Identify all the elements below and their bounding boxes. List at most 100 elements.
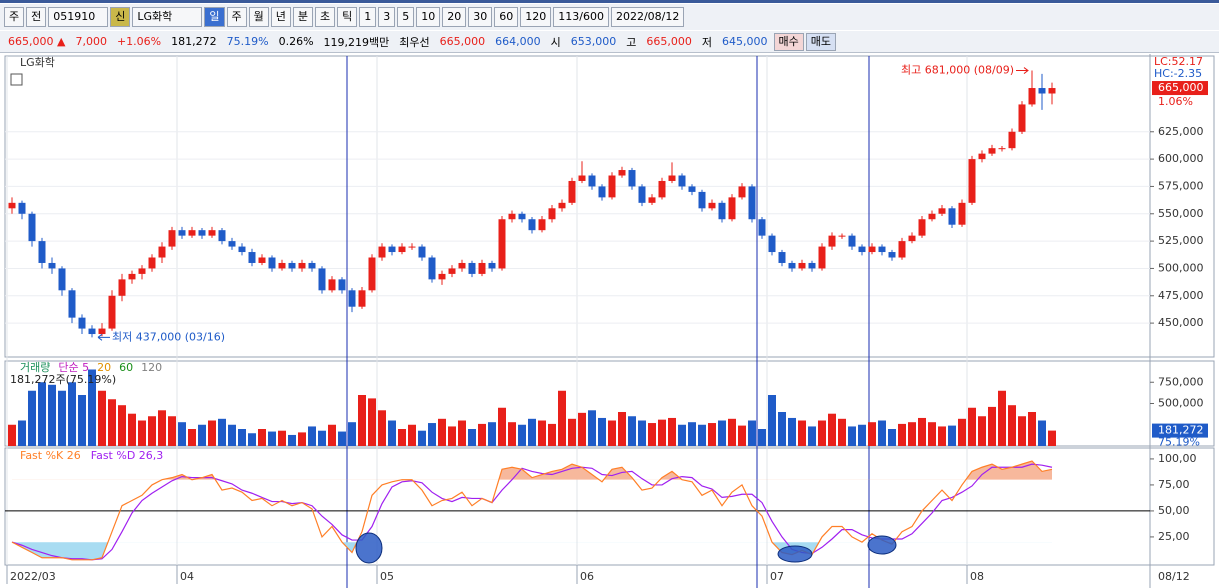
volume-bar [988, 406, 996, 446]
toolbar-button[interactable]: 2022/08/12 [610, 7, 685, 27]
low-annotation: 최저 437,000 (03/16) [112, 330, 225, 343]
toolbar-button[interactable]: 주 [226, 7, 247, 27]
volume-bar [838, 418, 846, 446]
toolbar-button[interactable]: 30 [468, 7, 493, 27]
candle-body [348, 290, 356, 307]
candle-body [1038, 88, 1046, 94]
volume-bar [228, 424, 236, 446]
toolbar-button[interactable]: LG화학 [132, 7, 203, 27]
volume-bar [468, 429, 476, 446]
volume-bar [578, 412, 586, 446]
candle-body [118, 279, 126, 296]
candle-body [828, 235, 836, 247]
y-tick-label: 550,000 [1158, 207, 1204, 220]
candle-body [178, 230, 186, 236]
x-tick-label: 2022/03 [10, 570, 56, 583]
candle-body [408, 246, 416, 248]
volume-bar [448, 426, 456, 446]
toolbar-button[interactable]: 분 [292, 7, 313, 27]
y-tick-label: 50,00 [1158, 504, 1190, 517]
legend-entry: Fast %K 26 [20, 449, 81, 462]
candle-body [528, 219, 536, 231]
volume-bar [428, 423, 436, 446]
volume-bar [1028, 412, 1036, 446]
toolbar-button[interactable]: 1 [359, 7, 377, 27]
candle-body [448, 268, 456, 274]
volume-bar [748, 420, 756, 446]
quote-field: 시 [550, 35, 561, 49]
candle-body [938, 208, 946, 214]
volume-bar [258, 429, 266, 446]
toolbar-button[interactable]: 051910 [48, 7, 109, 27]
candle-body [188, 230, 196, 236]
candle-body [678, 175, 686, 187]
candle-body [478, 262, 486, 274]
order-button[interactable]: 매수 [773, 32, 804, 51]
toolbar-button[interactable]: 3 [378, 7, 396, 27]
candle-body [128, 273, 136, 280]
candle-body [568, 180, 576, 203]
volume-bar [708, 423, 716, 446]
volume-bar [558, 390, 566, 446]
volume-bar [958, 418, 966, 446]
toolbar-button[interactable]: 신 [110, 7, 131, 27]
toolbar-button[interactable]: 년 [270, 7, 291, 27]
toolbar-button[interactable]: 113/600 [553, 7, 609, 27]
toolbar-button[interactable]: 초 [315, 7, 336, 27]
volume-bar [678, 424, 686, 446]
quote-field: 665,000 [439, 35, 486, 48]
candle-body [208, 230, 216, 236]
volume-bar [898, 423, 906, 446]
panel-frame [4, 55, 1215, 358]
quote-field: 665,000 ▲ [8, 35, 66, 48]
toolbar-button[interactable]: 10 [416, 7, 441, 27]
candle-body [878, 246, 886, 253]
candle-body [108, 295, 116, 329]
volume-bar [208, 420, 216, 446]
candle-body [628, 170, 636, 187]
volume-bar [68, 382, 76, 446]
candle-body [618, 170, 626, 176]
candle-body [928, 213, 936, 220]
candle-body [378, 246, 386, 258]
candle-body [418, 246, 426, 258]
candle-body [488, 262, 496, 269]
volume-bar [628, 416, 636, 446]
candle-body [358, 290, 366, 307]
volume-bar [368, 398, 376, 446]
volume-bar [668, 417, 676, 446]
toolbar-button[interactable]: 20 [442, 7, 467, 27]
toolbar-button[interactable]: 틱 [337, 7, 358, 27]
volume-bar [688, 422, 696, 446]
highlight [867, 535, 897, 555]
toolbar-button[interactable]: 일 [204, 7, 225, 27]
volume-bar [618, 412, 626, 446]
order-button[interactable]: 매도 [805, 32, 837, 51]
toolbar-button[interactable]: 5 [397, 7, 415, 27]
legend-entry: 120 [141, 361, 162, 374]
candle-body [68, 290, 76, 318]
candle-body [768, 235, 776, 253]
volume-bar [98, 390, 106, 446]
volume-bar [938, 426, 946, 446]
candle-body [888, 252, 896, 258]
volume-bar [638, 420, 646, 446]
candle-body [708, 202, 716, 209]
volume-bar [738, 425, 746, 446]
toolbar-button[interactable]: 월 [248, 7, 269, 27]
toolbar-button[interactable]: 120 [520, 7, 552, 27]
candle-body [818, 246, 826, 269]
volume-bar [968, 407, 976, 446]
candle-body [848, 235, 856, 247]
volume-bar [1018, 416, 1026, 446]
candle-body [718, 202, 726, 220]
x-end-label: 08/12 [1158, 570, 1190, 583]
y-tick-label: 750,000 [1158, 375, 1204, 388]
quote-field: 119,219백만 [323, 35, 390, 49]
toolbar-button[interactable]: 전 [26, 7, 47, 27]
toolbar-button[interactable]: 주 [4, 7, 25, 27]
toolbar-button[interactable]: 60 [494, 7, 519, 27]
candle-body [978, 153, 986, 160]
change-label: 1.06% [1158, 95, 1193, 108]
